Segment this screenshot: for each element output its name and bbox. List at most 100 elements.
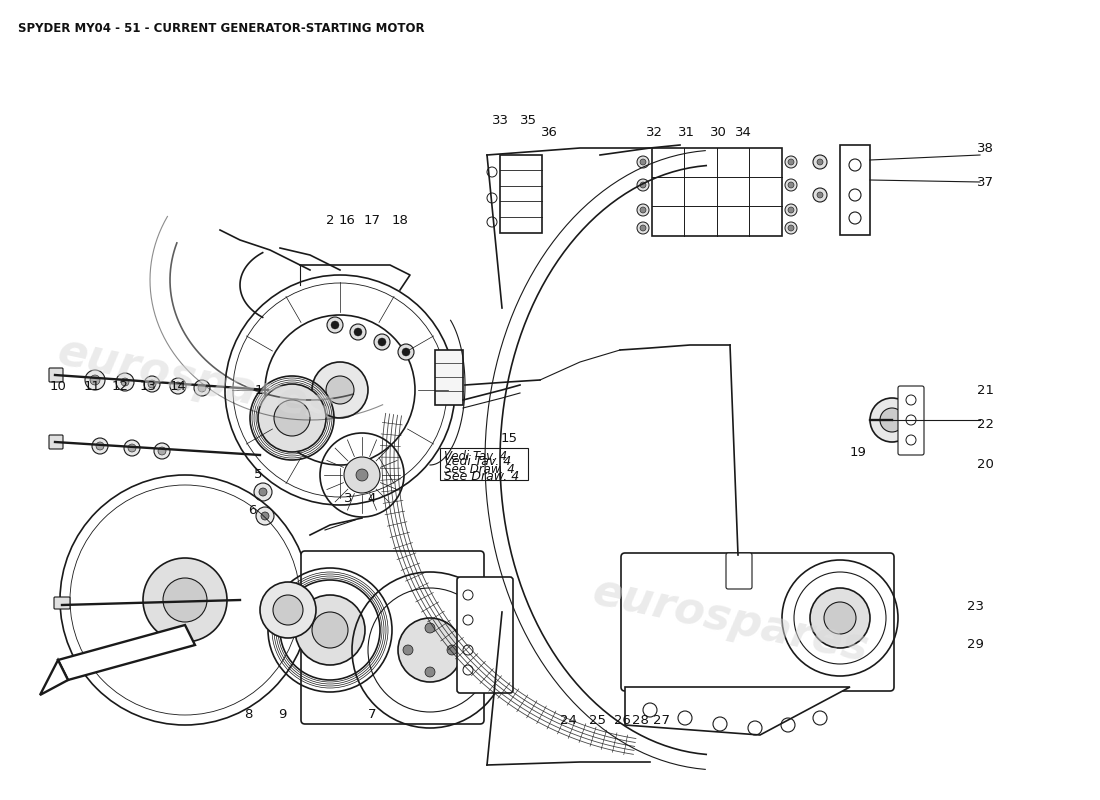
- Text: 28: 28: [631, 714, 648, 726]
- Circle shape: [870, 398, 914, 442]
- Text: 21: 21: [977, 383, 993, 397]
- FancyBboxPatch shape: [301, 551, 484, 724]
- FancyBboxPatch shape: [440, 448, 528, 480]
- Circle shape: [640, 225, 646, 231]
- FancyBboxPatch shape: [434, 350, 463, 405]
- Text: 13: 13: [140, 381, 156, 394]
- Text: 11: 11: [84, 381, 100, 394]
- Text: 19: 19: [849, 446, 867, 459]
- Circle shape: [402, 348, 410, 356]
- Text: 18: 18: [392, 214, 408, 226]
- Text: 25: 25: [588, 714, 605, 726]
- Circle shape: [788, 225, 794, 231]
- Circle shape: [640, 207, 646, 213]
- Polygon shape: [58, 625, 195, 680]
- Circle shape: [312, 612, 348, 648]
- Circle shape: [378, 338, 386, 346]
- Circle shape: [96, 442, 104, 450]
- Circle shape: [273, 595, 303, 625]
- Circle shape: [817, 192, 823, 198]
- Circle shape: [327, 317, 343, 333]
- Text: eurospares: eurospares: [587, 570, 872, 670]
- Text: 37: 37: [977, 177, 993, 190]
- Text: 15: 15: [500, 431, 517, 445]
- Circle shape: [344, 457, 380, 493]
- Text: 2: 2: [326, 214, 334, 226]
- Circle shape: [144, 376, 159, 392]
- Circle shape: [637, 204, 649, 216]
- FancyBboxPatch shape: [898, 386, 924, 455]
- Circle shape: [258, 384, 326, 452]
- Circle shape: [640, 182, 646, 188]
- Circle shape: [128, 444, 136, 452]
- Circle shape: [326, 376, 354, 404]
- Text: 8: 8: [244, 709, 252, 722]
- Circle shape: [785, 222, 798, 234]
- Circle shape: [163, 578, 207, 622]
- Circle shape: [194, 380, 210, 396]
- Text: 10: 10: [50, 381, 66, 394]
- Text: 20: 20: [977, 458, 993, 471]
- Text: 16: 16: [339, 214, 355, 226]
- Circle shape: [447, 645, 456, 655]
- Circle shape: [880, 408, 904, 432]
- Text: 3: 3: [343, 491, 352, 505]
- Text: 1: 1: [255, 383, 263, 397]
- FancyBboxPatch shape: [456, 577, 513, 693]
- Text: 32: 32: [646, 126, 662, 139]
- Text: Vedi Tav. 4: Vedi Tav. 4: [444, 450, 507, 463]
- Text: 24: 24: [560, 714, 576, 726]
- Circle shape: [425, 623, 435, 633]
- Circle shape: [260, 582, 316, 638]
- Text: 12: 12: [111, 381, 129, 394]
- Circle shape: [356, 469, 369, 481]
- Text: See Draw. 4: See Draw. 4: [444, 463, 515, 476]
- Text: 9: 9: [278, 709, 286, 722]
- FancyBboxPatch shape: [621, 553, 894, 691]
- Text: 27: 27: [653, 714, 671, 726]
- Text: 6: 6: [248, 503, 256, 517]
- Text: 36: 36: [540, 126, 558, 139]
- Circle shape: [785, 204, 798, 216]
- Text: 7: 7: [367, 709, 376, 722]
- Circle shape: [425, 667, 435, 677]
- Circle shape: [824, 602, 856, 634]
- Circle shape: [198, 384, 206, 392]
- Text: 14: 14: [169, 381, 186, 394]
- Circle shape: [85, 370, 104, 390]
- Circle shape: [154, 443, 170, 459]
- Text: 26: 26: [614, 714, 630, 726]
- Text: 17: 17: [363, 214, 381, 226]
- Circle shape: [312, 362, 368, 418]
- FancyBboxPatch shape: [500, 155, 542, 233]
- Circle shape: [817, 159, 823, 165]
- Circle shape: [124, 440, 140, 456]
- Text: 4: 4: [367, 491, 376, 505]
- Circle shape: [785, 156, 798, 168]
- FancyBboxPatch shape: [726, 553, 752, 589]
- Text: Vedi Tav. 4
See Draw. 4: Vedi Tav. 4 See Draw. 4: [444, 455, 519, 483]
- Circle shape: [637, 222, 649, 234]
- Text: 31: 31: [678, 126, 694, 139]
- Circle shape: [637, 156, 649, 168]
- Circle shape: [398, 344, 414, 360]
- FancyBboxPatch shape: [50, 435, 63, 449]
- Circle shape: [785, 179, 798, 191]
- Text: 34: 34: [735, 126, 751, 139]
- Circle shape: [788, 159, 794, 165]
- Circle shape: [121, 378, 129, 386]
- FancyBboxPatch shape: [652, 148, 782, 236]
- Circle shape: [350, 324, 366, 340]
- FancyBboxPatch shape: [50, 368, 63, 382]
- Circle shape: [90, 375, 100, 385]
- Circle shape: [813, 188, 827, 202]
- Circle shape: [637, 179, 649, 191]
- Circle shape: [788, 182, 794, 188]
- FancyBboxPatch shape: [54, 597, 70, 609]
- Circle shape: [788, 207, 794, 213]
- Text: eurospares: eurospares: [53, 330, 337, 430]
- Circle shape: [143, 558, 227, 642]
- Circle shape: [810, 588, 870, 648]
- Text: 22: 22: [977, 418, 993, 430]
- FancyBboxPatch shape: [840, 145, 870, 235]
